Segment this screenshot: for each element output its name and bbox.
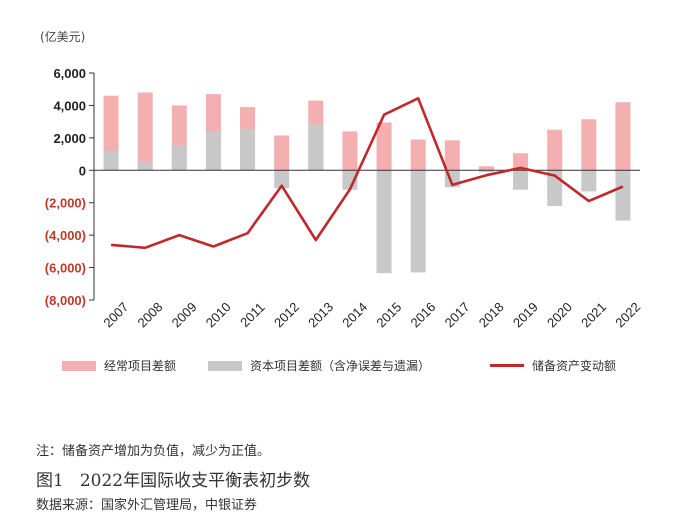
x-tick-label: 2015: [373, 299, 404, 330]
legend-item-capital: 资本项目差额（含净误差与遗漏）: [208, 357, 430, 374]
legend-label-current: 经常项目差额: [104, 359, 177, 373]
legend-label-capital: 资本项目差额（含净误差与遗漏）: [250, 359, 431, 373]
x-tick-label: 2012: [271, 299, 302, 330]
x-tick-label: 2011: [237, 300, 267, 330]
chart-area: 6,000 4,000 2,000 0 (2,000) (4,000) (6,000) (8,…: [45, 66, 643, 330]
legend-item-current: 经常项目差额: [62, 357, 176, 374]
y-tick-label: (4,000): [45, 228, 86, 243]
x-tick-label: 2008: [134, 299, 165, 330]
bar-current-account: [274, 135, 290, 171]
bar-capital-account: [615, 170, 631, 221]
figure-title: 2022年国际收支平衡表初步数: [79, 471, 311, 491]
bar-capital-account: [205, 131, 221, 171]
bar-current-account: [376, 122, 392, 171]
legend-swatch-current: [62, 360, 96, 371]
y-tick-label: (6,000): [45, 261, 86, 276]
x-tick-label: 2018: [476, 299, 507, 330]
chart-legend: 经常项目差额 资本项目差额（含净误差与遗漏） 储备资产变动额: [62, 357, 662, 375]
bar-current-account: [547, 129, 563, 171]
legend-swatch-capital: [208, 360, 242, 371]
bar-capital-account: [581, 170, 597, 192]
bar-capital-account: [478, 170, 494, 172]
bar-capital-account: [410, 170, 426, 273]
y-tick-label: 4,000: [53, 98, 86, 113]
bar-current-account: [444, 140, 460, 171]
x-tick-label: 2014: [339, 299, 370, 330]
reserve-line: [110, 97, 624, 250]
bar-current-account: [513, 153, 529, 171]
legend-swatch-reserve: [490, 364, 524, 367]
bar-capital-account: [342, 170, 358, 190]
figure-caption: 图1 2022年国际收支平衡表初步数: [36, 466, 310, 491]
bar-capital-account: [376, 170, 392, 274]
x-tick-label: 2010: [203, 299, 234, 330]
bar-current-account: [581, 119, 597, 171]
x-tick-label: 2007: [100, 299, 131, 330]
y-tick-label: 6,000: [53, 66, 86, 81]
figure-number: 图1: [36, 471, 64, 491]
y-axis-unit-label: (亿美元): [40, 30, 86, 44]
bar-capital-account: [171, 145, 187, 171]
y-tick-label: (8,000): [45, 293, 86, 308]
data-source: 数据来源：国家外汇管理局，中银证券: [36, 498, 258, 513]
bar-capital-account: [137, 162, 153, 171]
bar-capital-account: [308, 124, 324, 171]
x-tick-label: 2009: [169, 299, 200, 330]
y-tick-label: (2,000): [45, 196, 86, 211]
bar-current-account: [615, 102, 631, 171]
y-tick-label: 0: [79, 163, 86, 178]
x-tick-label: 2020: [544, 299, 575, 330]
x-tick-label: 2016: [407, 299, 438, 330]
x-tick-label: 2019: [510, 299, 541, 330]
x-tick-label: 2021: [578, 299, 609, 330]
bar-capital-account: [274, 170, 290, 189]
bar-current-account: [342, 131, 358, 171]
x-tick-label: 2022: [612, 299, 643, 330]
bar-current-account: [410, 139, 426, 171]
bar-current-account: [478, 166, 494, 171]
bar-capital-account: [103, 150, 119, 171]
legend-label-reserve: 储备资产变动额: [532, 359, 617, 373]
chart-note: 注：储备资产增加为负值，减少为正值。: [36, 444, 271, 459]
bar-capital-account: [240, 128, 256, 171]
legend-item-reserve: 储备资产变动额: [490, 357, 616, 374]
x-tick-label: 2013: [305, 299, 336, 330]
y-tick-label: 2,000: [53, 131, 86, 146]
bar-current-account: [137, 92, 153, 171]
bar-capital-account: [513, 170, 529, 190]
x-tick-label: 2017: [442, 299, 473, 330]
